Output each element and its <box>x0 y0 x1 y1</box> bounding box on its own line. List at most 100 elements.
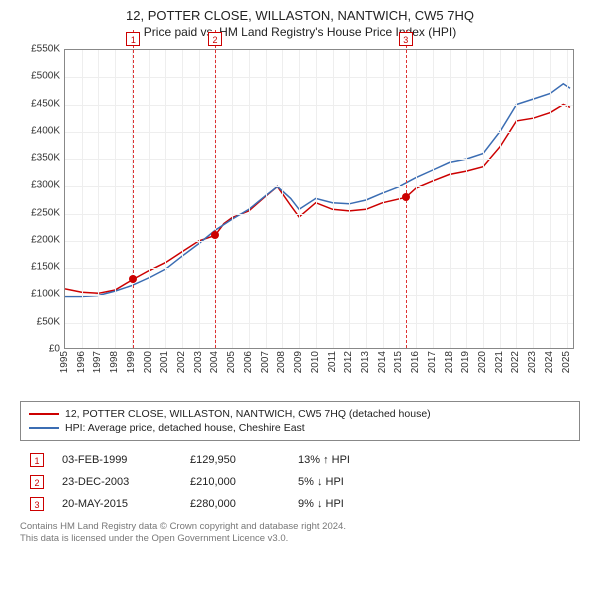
x-axis-label: 1999 <box>126 351 137 373</box>
transaction-date: 20-MAY-2015 <box>62 498 172 510</box>
x-axis-label: 2006 <box>243 351 254 373</box>
gridline-v <box>433 50 434 348</box>
x-axis-label: 2015 <box>393 351 404 373</box>
x-axis-label: 2025 <box>561 351 572 373</box>
transactions-table: 1 03-FEB-1999 £129,950 13% ↑ HPI 2 23-DEC-200… <box>20 449 580 515</box>
page-title: 12, POTTER CLOSE, WILLASTON, NANTWICH, C… <box>8 8 592 23</box>
marker-box: 2 <box>208 32 222 46</box>
x-axis-label: 2017 <box>427 351 438 373</box>
y-axis-label: £500K <box>31 71 60 82</box>
x-axis-label: 2014 <box>377 351 388 373</box>
gridline-v <box>483 50 484 348</box>
gridline-h <box>65 241 573 242</box>
transaction-number: 3 <box>30 497 44 511</box>
gridline-h <box>65 186 573 187</box>
marker-point <box>402 193 410 201</box>
x-axis-label: 2020 <box>477 351 488 373</box>
y-axis-label: £350K <box>31 153 60 164</box>
marker-line <box>406 30 407 348</box>
gridline-h <box>65 323 573 324</box>
page-subtitle: Price paid vs. HM Land Registry's House … <box>8 25 592 39</box>
gridline-h <box>65 77 573 78</box>
marker-box: 3 <box>399 32 413 46</box>
gridline-h <box>65 214 573 215</box>
gridline-v <box>567 50 568 348</box>
x-axis-label: 2012 <box>343 351 354 373</box>
gridline-v <box>533 50 534 348</box>
x-axis-label: 1997 <box>92 351 103 373</box>
x-axis-label: 2002 <box>176 351 187 373</box>
gridline-v <box>316 50 317 348</box>
footer-line: This data is licensed under the Open Gov… <box>20 533 580 545</box>
marker-line <box>133 30 134 348</box>
gridline-v <box>550 50 551 348</box>
marker-line <box>215 30 216 348</box>
legend: 12, POTTER CLOSE, WILLASTON, NANTWICH, C… <box>20 401 580 441</box>
y-axis-label: £150K <box>31 262 60 273</box>
x-axis-label: 2022 <box>510 351 521 373</box>
gridline-v <box>466 50 467 348</box>
gridline-h <box>65 159 573 160</box>
x-axis-label: 2013 <box>360 351 371 373</box>
x-axis-label: 2018 <box>444 351 455 373</box>
y-axis-label: £400K <box>31 125 60 136</box>
gridline-h <box>65 132 573 133</box>
legend-item: HPI: Average price, detached house, Ches… <box>29 422 571 434</box>
gridline-v <box>232 50 233 348</box>
x-axis-label: 1996 <box>76 351 87 373</box>
gridline-v <box>416 50 417 348</box>
transaction-date: 23-DEC-2003 <box>62 476 172 488</box>
x-axis-label: 2023 <box>527 351 538 373</box>
gridline-v <box>333 50 334 348</box>
x-axis-label: 2024 <box>544 351 555 373</box>
x-axis-label: 2009 <box>293 351 304 373</box>
footer: Contains HM Land Registry data © Crown c… <box>20 521 580 546</box>
x-axis-label: 2021 <box>494 351 505 373</box>
x-axis-label: 2004 <box>209 351 220 373</box>
gridline-v <box>249 50 250 348</box>
gridline-v <box>115 50 116 348</box>
x-axis-label: 2010 <box>310 351 321 373</box>
transaction-price: £210,000 <box>190 476 280 488</box>
gridline-v <box>182 50 183 348</box>
gridline-v <box>349 50 350 348</box>
gridline-v <box>366 50 367 348</box>
transaction-date: 03-FEB-1999 <box>62 454 172 466</box>
gridline-v <box>82 50 83 348</box>
gridline-v <box>165 50 166 348</box>
marker-point <box>211 231 219 239</box>
gridline-h <box>65 105 573 106</box>
gridline-h <box>65 268 573 269</box>
y-axis-label: £250K <box>31 207 60 218</box>
plot-area: 123 <box>64 49 574 349</box>
y-axis-label: £200K <box>31 234 60 245</box>
transaction-row: 223-DEC-2003£210,0005% ↓ HPI <box>20 471 580 493</box>
gridline-v <box>199 50 200 348</box>
marker-point <box>129 275 137 283</box>
gridline-v <box>299 50 300 348</box>
transaction-row: 1 03-FEB-1999 £129,950 13% ↑ HPI <box>20 449 580 471</box>
footer-line: Contains HM Land Registry data © Crown c… <box>20 521 580 533</box>
transaction-diff: 13% ↑ HPI <box>298 454 398 466</box>
gridline-v <box>282 50 283 348</box>
x-axis-label: 2007 <box>260 351 271 373</box>
transaction-price: £129,950 <box>190 454 280 466</box>
x-axis-label: 2003 <box>193 351 204 373</box>
x-axis-label: 2016 <box>410 351 421 373</box>
transaction-number: 1 <box>30 453 44 467</box>
gridline-h <box>65 295 573 296</box>
y-axis-label: £450K <box>31 98 60 109</box>
y-axis-label: £100K <box>31 289 60 300</box>
transaction-diff: 9% ↓ HPI <box>298 498 398 510</box>
legend-label: 12, POTTER CLOSE, WILLASTON, NANTWICH, C… <box>65 408 431 420</box>
transaction-price: £280,000 <box>190 498 280 510</box>
legend-swatch <box>29 413 59 415</box>
y-axis-label: £300K <box>31 180 60 191</box>
legend-swatch <box>29 427 59 429</box>
x-axis-label: 2011 <box>327 351 338 373</box>
gridline-v <box>500 50 501 348</box>
transaction-row: 3 20-MAY-2015 £280,000 9% ↓ HPI <box>20 493 580 515</box>
transaction-number: 2 <box>30 475 44 489</box>
y-axis-label: £550K <box>31 44 60 55</box>
series-hpi <box>65 84 570 297</box>
